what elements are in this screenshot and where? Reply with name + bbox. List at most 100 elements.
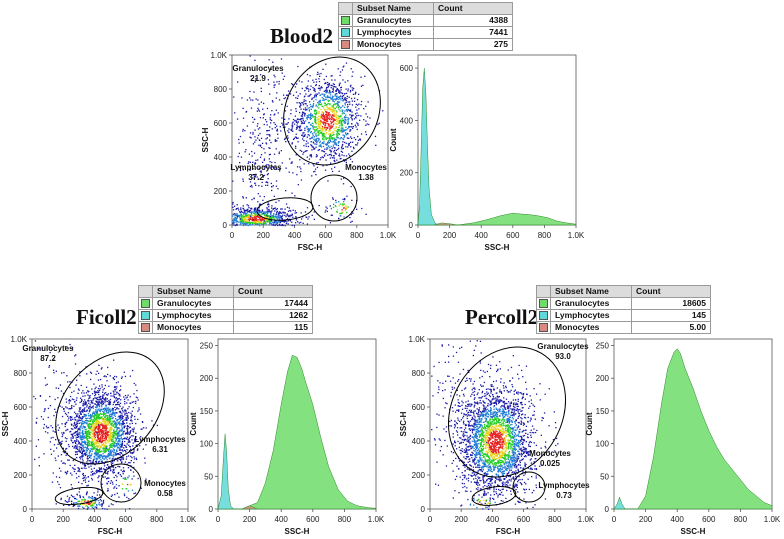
scatter-point: [240, 215, 242, 217]
scatter-point: [88, 503, 90, 505]
scatter-point: [101, 504, 103, 506]
scatter-point: [315, 95, 317, 97]
scatter-point: [356, 208, 358, 210]
scatter-point: [275, 168, 278, 170]
scatter-point: [86, 423, 88, 425]
scatter-point: [78, 410, 80, 412]
scatter-point: [334, 107, 336, 109]
scatter-point: [90, 441, 92, 443]
scatter-point: [287, 122, 289, 124]
scatter-point: [335, 153, 337, 155]
scatter-point: [91, 453, 93, 455]
scatter-point: [327, 180, 329, 182]
scatter-point: [366, 116, 369, 118]
scatter-point: [92, 423, 94, 425]
scatter-point: [91, 440, 93, 442]
scatter-point: [258, 110, 261, 112]
scatter-point: [79, 494, 81, 496]
scatter-point: [89, 460, 92, 462]
scatter-point: [91, 406, 93, 409]
scatter-point: [235, 213, 237, 215]
scatter-point: [73, 405, 75, 407]
scatter-point: [72, 436, 74, 439]
scatter-point: [276, 211, 278, 214]
scatter-point: [114, 457, 116, 460]
scatter-point: [308, 90, 310, 92]
scatter-point: [127, 416, 129, 418]
scatter-point: [119, 435, 121, 437]
scatter-point: [289, 209, 291, 212]
scatter-point: [284, 208, 286, 210]
scatter-point: [324, 118, 326, 120]
scatter-point: [320, 87, 322, 89]
scatter-point: [270, 141, 272, 144]
scatter-point: [68, 445, 70, 448]
scatter-point: [352, 146, 355, 148]
scatter-point: [246, 222, 249, 224]
scatter-point: [118, 496, 120, 498]
scatter-point: [102, 455, 105, 457]
scatter-point: [76, 498, 78, 500]
scatter-point: [334, 139, 336, 141]
scatter-point: [323, 102, 326, 104]
scatter-point: [90, 497, 92, 499]
scatter-point: [306, 73, 309, 76]
scatter-point: [347, 109, 349, 111]
scatter-point: [112, 504, 114, 506]
scatter-point: [86, 501, 88, 503]
scatter-point: [69, 386, 71, 389]
scatter-point: [94, 392, 96, 394]
scatter-point: [91, 462, 93, 465]
scatter-point: [261, 209, 264, 211]
scatter-point: [325, 96, 327, 98]
scatter-point: [257, 214, 259, 216]
scatter-point: [259, 145, 262, 147]
scatter-point: [113, 432, 115, 434]
scatter-point: [109, 431, 111, 433]
scatter-point: [107, 449, 109, 452]
scatter-point: [73, 470, 76, 473]
scatter-point: [116, 391, 118, 394]
scatter-point: [316, 73, 318, 76]
scatter-point: [102, 403, 104, 405]
scatter-point: [251, 155, 253, 157]
scatter-point: [349, 155, 351, 157]
scatter-point: [345, 160, 347, 162]
scatter-point: [273, 167, 276, 169]
scatter-point: [75, 403, 77, 405]
scatter-point: [118, 422, 120, 424]
scatter-point: [335, 89, 338, 91]
scatter-point: [126, 449, 128, 451]
scatter-point: [95, 419, 97, 421]
scatter-point: [91, 505, 94, 507]
scatter-point: [343, 159, 345, 161]
scatter-point: [300, 108, 302, 110]
scatter-point: [323, 95, 325, 97]
scatter-point: [118, 435, 120, 437]
scatter-point: [113, 394, 115, 396]
scatter-point: [330, 132, 332, 134]
scatter-point: [259, 212, 261, 214]
scatter-point: [132, 452, 134, 454]
scatter-point: [328, 133, 330, 135]
scatter-point: [332, 131, 334, 133]
scatter-point: [106, 431, 109, 433]
scatter-point: [122, 450, 124, 452]
scatter-point: [89, 409, 91, 411]
scatter-point: [113, 449, 115, 451]
scatter-point: [248, 207, 250, 209]
scatter-point: [77, 467, 79, 469]
scatter-point: [119, 441, 121, 443]
scatter-point: [315, 84, 317, 86]
scatter-point: [86, 508, 89, 510]
scatter-point: [134, 492, 137, 494]
scatter-point: [116, 423, 118, 425]
scatter-point: [107, 464, 109, 466]
scatter-point: [255, 219, 258, 221]
scatter-point: [318, 112, 320, 115]
scatter-point: [351, 75, 353, 77]
scatter-point: [61, 435, 63, 438]
scatter-point: [83, 477, 85, 479]
scatter-point: [332, 110, 334, 112]
scatter-point: [342, 138, 345, 140]
